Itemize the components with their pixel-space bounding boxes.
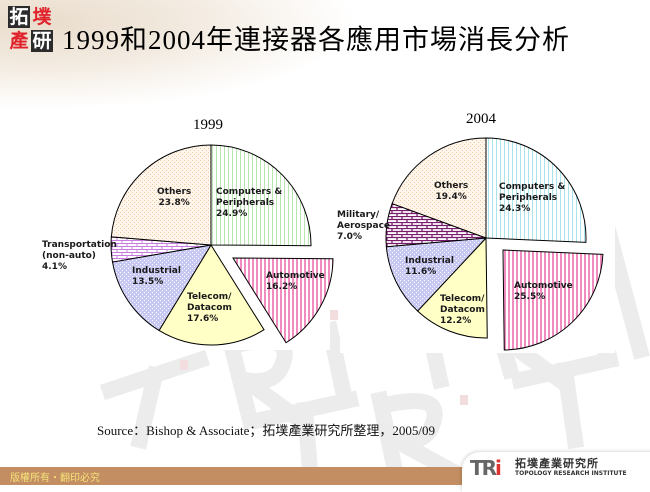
slice-1999-telecom [158, 244, 265, 346]
label-1999-automotive: Automotive 16.2% [266, 271, 325, 292]
logo-char-2: 墣 [32, 6, 52, 28]
logo-char-1: 拓 [8, 6, 30, 28]
slice-1999-computers [210, 144, 312, 247]
page-title: 1999和2004年連接器各應用市場消長分析 [62, 25, 570, 55]
institute-logo: 拓 墣 產 研 [8, 6, 54, 54]
label-2004-industrial: Industrial 11.6% [405, 256, 454, 277]
label-2004-military: Military/ Aerospace 7.0% [337, 210, 391, 242]
label-1999-telecom: Telecom/ Datacom 17.6% [187, 292, 232, 324]
slice-2004-automotive [502, 249, 604, 351]
copyright-notice: 版權所有・翻印必究 [10, 473, 100, 484]
label-1999-computers: Computers & Peripherals 24.9% [216, 187, 283, 219]
label-2004-computers: Computers & Peripherals 24.3% [499, 182, 566, 214]
logo-char-4: 研 [31, 30, 53, 52]
slice-1999-industrial [111, 244, 212, 332]
label-1999-others: Others 23.8% [157, 187, 192, 208]
pie-2004 [385, 137, 604, 351]
footer-logo-en: TOPOLOGY RESEARCH INSTITUTE [515, 470, 627, 477]
tri-logo-icon: TRi [470, 456, 502, 480]
slice-2004-computers [485, 137, 587, 243]
tri-logo-i: i [495, 456, 502, 480]
slice-1999-automotive [232, 257, 334, 344]
logo-char-3: 產 [9, 30, 29, 52]
chart-title-1999: 1999 [193, 117, 223, 133]
slice-1999-others [110, 144, 212, 246]
source-note: Source：Bishop & Associate；拓墣產業研究所整理，2005… [97, 423, 435, 438]
header-background [0, 0, 360, 110]
slice-2004-industrial [385, 237, 488, 312]
label-2004-others: Others 19.4% [434, 181, 469, 202]
label-1999-transportation: Transportation (non-auto) 4.1% [42, 240, 117, 272]
pie-1999 [110, 144, 334, 346]
chart-title-2004: 2004 [466, 111, 496, 127]
slice-2004-telecom [416, 236, 488, 339]
footer-logo-cn: 拓墣產業研究所 [515, 457, 599, 470]
label-2004-automotive: Automotive 25.5% [514, 281, 573, 302]
label-1999-industrial: Industrial 13.5% [132, 266, 181, 287]
label-2004-telecom: Telecom/ Datacom 12.2% [440, 294, 485, 326]
slice-2004-others [391, 137, 487, 239]
